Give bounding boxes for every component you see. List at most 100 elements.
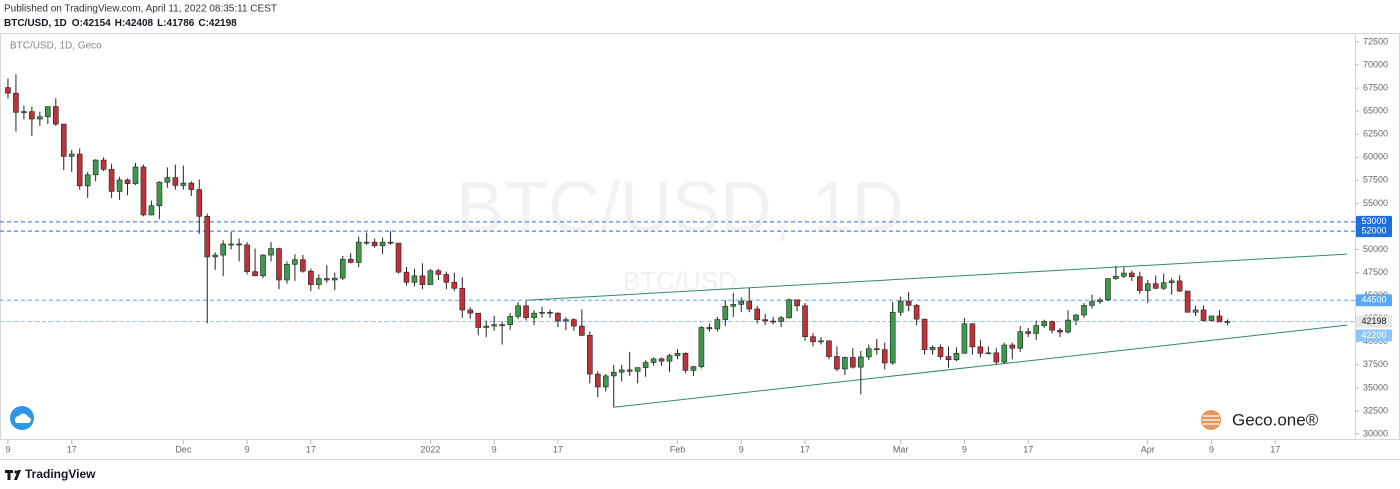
candle-body [993,352,1000,363]
candle-body [1208,315,1215,321]
candle-body [786,299,792,319]
candle-body [1009,344,1016,349]
candle-body [84,174,91,187]
geco-text: Geco.one® [1232,410,1319,429]
candle-body [371,241,378,247]
level-label-box [1356,215,1392,228]
candle-body [172,177,179,186]
x-tick-label: Apr [1141,444,1155,454]
candle-body [1144,283,1151,291]
last-price-label: 42198 [1361,316,1386,326]
candle-body [515,305,521,317]
candle-body [1192,309,1199,313]
x-tick-label: 9 [739,444,744,454]
candle-body [379,241,386,247]
candle-body [252,271,258,277]
x-tick-label: 2022 [420,444,440,454]
y-tick-label: 62500 [1363,129,1388,139]
candle-body [323,278,330,281]
candle-body [594,373,601,388]
candle-body [483,325,490,328]
candle-body [881,349,888,364]
candle-body [762,319,768,322]
candle-body [196,189,203,217]
x-tick-label: 17 [1270,444,1280,454]
candle-body [1057,329,1063,333]
y-tick-label: 55000 [1363,198,1388,208]
candle-body [268,248,274,256]
candle-body [1097,299,1103,302]
candle-body [1017,331,1024,349]
x-tick-label: 17 [306,444,316,454]
level-label: 42200 [1361,330,1386,340]
candle-body [403,271,410,283]
ohlc-header: BTC/USD, 1D O:42154 H:42408 L:41786 C:42198 [4,18,237,29]
candle-body [100,159,107,170]
x-tick-label: 9 [962,444,967,454]
footer-brand: TradingView [25,467,96,481]
candle-body [794,299,800,307]
candle-body [1168,280,1175,284]
x-tick-label: 17 [67,444,77,454]
y-tick-label: 70000 [1363,59,1388,69]
candle-body [347,258,354,263]
candle-body [435,270,442,275]
symbol: BTC/USD, 1D [4,18,67,29]
candle-body [1216,315,1223,323]
candle-body [148,205,155,216]
candle-body [953,352,960,361]
candle-body [475,312,482,328]
candle-body [507,316,513,326]
y-tick-label: 67500 [1363,82,1388,92]
candle-body [37,116,43,120]
candle-body [610,371,617,377]
candle-body [714,319,721,330]
x-tick-label: Dec [175,444,192,454]
x-tick-label: 17 [553,444,563,454]
candle-body [1089,301,1095,306]
watermark: BTC/USD, 1D [456,168,904,248]
candle-body [842,357,848,370]
candle-body [547,311,553,314]
candle-body [292,259,298,265]
candle-body [21,111,27,113]
candle-body [897,300,904,313]
level-label: 53000 [1361,216,1386,226]
candle-body [770,320,776,323]
candle-body [1224,321,1231,323]
candle-body [140,166,147,216]
candle-body [419,275,426,285]
candle-body [124,179,131,184]
candle-body [579,325,585,336]
candle-body [68,153,75,157]
candle-body [810,336,816,343]
x-tick-label: 9 [1209,444,1214,454]
candle-body [738,300,745,305]
y-tick-label: 60000 [1363,152,1388,162]
candle-body [778,317,784,322]
ohlc-value: 42408 [125,18,153,29]
candle-body [587,335,593,375]
candle-body [1184,290,1191,313]
candle-body [650,358,657,363]
trendline [526,253,1348,301]
last-price-box [1356,315,1392,328]
candle-body [52,106,59,125]
ohlc-prefix: O: [72,18,83,29]
candle-body [260,254,266,277]
ohlc-value: 42198 [209,18,237,29]
candle-body [929,347,936,350]
ohlc-line: BTC/USD, 1D O:42154 H:42408 L:41786 C:42198 [4,18,237,29]
y-tick-label: 47500 [1363,267,1388,277]
candle-body [658,358,665,362]
y-tick-label: 57500 [1363,175,1388,185]
candle-body [1160,282,1167,289]
candle-body [1001,344,1008,363]
candle-body [626,369,633,372]
candle-body [236,243,242,246]
candle-body [1081,305,1087,316]
candle-body [29,111,35,120]
candle-body [116,179,123,192]
candle-body [642,362,649,368]
